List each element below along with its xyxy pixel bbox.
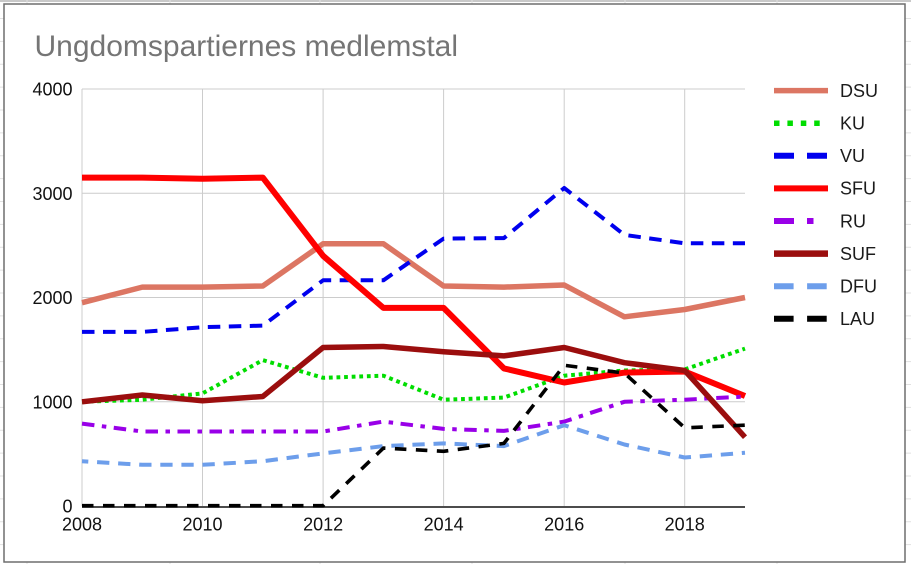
svg-text:2012: 2012	[303, 514, 343, 534]
svg-text:3000: 3000	[32, 184, 72, 204]
svg-text:RU: RU	[840, 211, 866, 231]
svg-text:DFU: DFU	[840, 277, 877, 297]
svg-text:SUF: SUF	[840, 244, 876, 264]
svg-text:Ungdomspartiernes medlemstal: Ungdomspartiernes medlemstal	[35, 30, 459, 63]
svg-text:KU: KU	[840, 114, 865, 134]
svg-text:LAU: LAU	[840, 309, 875, 329]
svg-text:DSU: DSU	[840, 81, 878, 101]
svg-text:2014: 2014	[424, 514, 464, 534]
svg-text:1000: 1000	[32, 393, 72, 413]
svg-text:2010: 2010	[182, 514, 222, 534]
svg-text:2016: 2016	[544, 514, 584, 534]
svg-text:SFU: SFU	[840, 179, 876, 199]
svg-text:2000: 2000	[32, 288, 72, 308]
svg-text:2018: 2018	[665, 514, 705, 534]
svg-text:4000: 4000	[32, 80, 72, 100]
svg-text:VU: VU	[840, 146, 865, 166]
svg-text:2008: 2008	[62, 514, 102, 534]
svg-text:0: 0	[62, 496, 72, 516]
